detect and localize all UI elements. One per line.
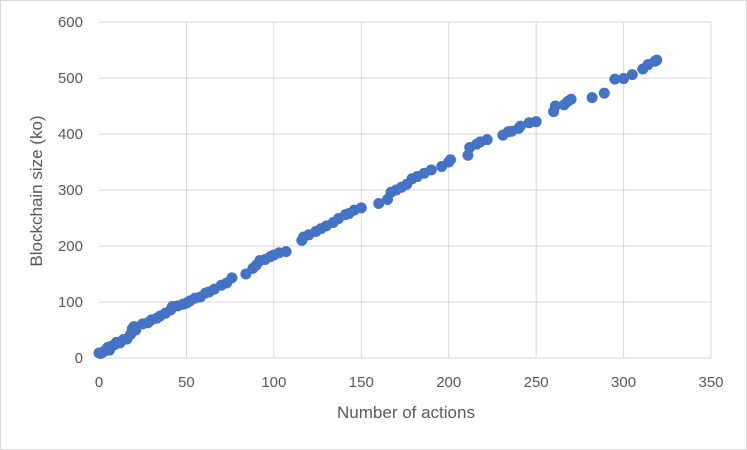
x-tick-label: 100	[261, 374, 286, 391]
data-point	[549, 100, 561, 112]
data-point	[530, 116, 542, 128]
data-point	[586, 92, 598, 104]
data-point	[481, 134, 493, 146]
data-point	[373, 197, 385, 209]
data-point	[425, 164, 437, 176]
x-tick-label: 200	[436, 374, 461, 391]
data-point	[280, 246, 292, 258]
data-point	[598, 87, 610, 99]
y-tick-label: 100	[58, 294, 83, 311]
x-tick-label: 350	[698, 374, 723, 391]
x-tick-label: 150	[349, 374, 374, 391]
data-point	[226, 272, 238, 284]
x-tick-label: 300	[611, 374, 636, 391]
data-point	[355, 202, 367, 214]
data-point	[514, 120, 526, 132]
x-tick-label: 250	[524, 374, 549, 391]
y-tick-label: 500	[58, 70, 83, 87]
data-point	[444, 154, 456, 166]
data-points	[93, 54, 663, 360]
y-tick-label: 200	[58, 238, 83, 255]
data-point	[626, 69, 638, 81]
data-point	[565, 93, 577, 105]
x-axis-label: Number of actions	[337, 403, 475, 422]
data-point	[609, 73, 621, 85]
tick-labels: 0 50 100 150 200 250 300 350 0 100 200 300 400 500 600	[58, 14, 724, 391]
y-tick-label: 300	[58, 182, 83, 199]
y-tick-label: 600	[58, 14, 83, 31]
data-point	[618, 73, 630, 85]
y-axis-label: Blockchain size (ko)	[27, 115, 46, 266]
data-point	[651, 54, 663, 66]
y-tick-label: 0	[75, 350, 83, 367]
x-tick-label: 50	[178, 374, 195, 391]
x-tick-label: 0	[95, 374, 103, 391]
y-tick-label: 400	[58, 126, 83, 143]
